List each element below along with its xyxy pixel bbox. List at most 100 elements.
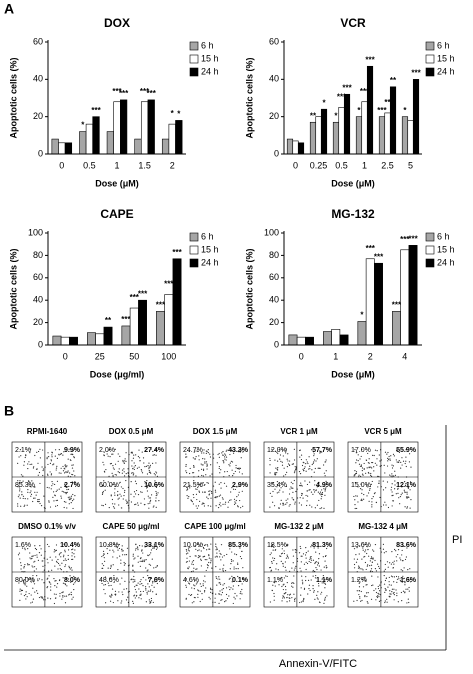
dot — [305, 459, 307, 461]
dot — [379, 547, 381, 549]
dot — [25, 593, 27, 596]
dot — [39, 502, 41, 505]
dot — [101, 563, 103, 565]
dot — [224, 458, 226, 460]
dot — [311, 506, 313, 508]
bar — [164, 294, 174, 346]
dot — [281, 576, 283, 579]
dot — [210, 497, 212, 499]
dot — [272, 557, 274, 559]
dot — [27, 480, 30, 482]
dot — [192, 457, 194, 459]
dot — [53, 463, 55, 465]
dot — [152, 582, 154, 584]
dot — [308, 456, 310, 458]
dot — [238, 491, 240, 493]
x-tick-label: 0.25 — [310, 160, 328, 170]
dot — [408, 601, 410, 604]
quadrant-label: 60.0% — [99, 482, 119, 489]
dot — [152, 462, 154, 464]
dot — [28, 461, 30, 463]
dot — [133, 454, 135, 456]
dot — [20, 505, 22, 507]
dot — [114, 488, 116, 490]
dot — [143, 498, 146, 500]
dot — [208, 493, 211, 495]
dot — [353, 495, 355, 498]
dot — [51, 451, 53, 453]
dot — [308, 588, 310, 590]
dot — [237, 467, 239, 470]
dot — [276, 483, 278, 486]
dot — [225, 456, 228, 458]
dot — [325, 461, 327, 463]
dot — [369, 565, 371, 567]
dot — [408, 590, 410, 592]
dot — [300, 484, 302, 487]
dot — [148, 577, 150, 579]
bar — [64, 142, 73, 155]
dot — [299, 484, 301, 487]
dot — [125, 460, 127, 462]
significance-label: *** — [138, 289, 148, 298]
dot — [225, 600, 227, 602]
dot — [367, 492, 370, 494]
dot — [46, 587, 48, 589]
dot — [271, 589, 274, 592]
dot — [294, 600, 296, 602]
dot — [370, 483, 372, 485]
dot — [131, 578, 133, 580]
dot — [323, 488, 325, 490]
dot — [148, 484, 150, 486]
dot — [383, 552, 385, 554]
dot — [270, 546, 273, 548]
dot — [365, 568, 367, 571]
dot — [226, 597, 229, 600]
dot — [122, 461, 124, 463]
dot — [132, 581, 134, 583]
dot — [59, 552, 61, 555]
y-tick-label: 0 — [38, 339, 43, 349]
dot — [55, 490, 57, 493]
quadrant-label: 80.0% — [15, 577, 35, 584]
dot — [135, 543, 137, 545]
dot — [103, 454, 105, 456]
dot — [239, 467, 242, 469]
dot — [222, 498, 224, 500]
dot — [305, 561, 307, 563]
dot — [394, 474, 397, 476]
dot — [355, 561, 358, 563]
dot — [50, 473, 53, 475]
dot — [186, 456, 188, 458]
dot — [209, 598, 211, 600]
dot — [303, 563, 306, 565]
dot — [398, 578, 400, 580]
dot — [105, 468, 107, 471]
dot — [232, 488, 235, 490]
dot — [132, 565, 134, 567]
dot — [107, 481, 109, 483]
significance-label: *** — [360, 87, 370, 96]
dot — [235, 464, 237, 467]
significance-label: *** — [172, 248, 182, 257]
y-axis-label: Apoptotic cells (%) — [8, 248, 18, 329]
dot — [185, 586, 188, 588]
dot — [220, 559, 222, 561]
dot — [354, 499, 356, 501]
quadrant-label: 27.4% — [144, 447, 165, 454]
dot — [397, 549, 400, 551]
dot — [39, 457, 41, 459]
bar — [292, 140, 299, 155]
dot — [392, 475, 394, 477]
dot — [294, 548, 296, 551]
dot — [51, 456, 53, 458]
dot — [202, 458, 204, 460]
dot — [150, 472, 152, 474]
dot — [367, 486, 369, 488]
dot — [216, 547, 218, 549]
dot — [317, 582, 320, 585]
dot — [312, 585, 314, 587]
quadrant-label: 81.3% — [312, 542, 333, 549]
legend-swatch — [189, 232, 199, 242]
dot — [203, 452, 205, 454]
